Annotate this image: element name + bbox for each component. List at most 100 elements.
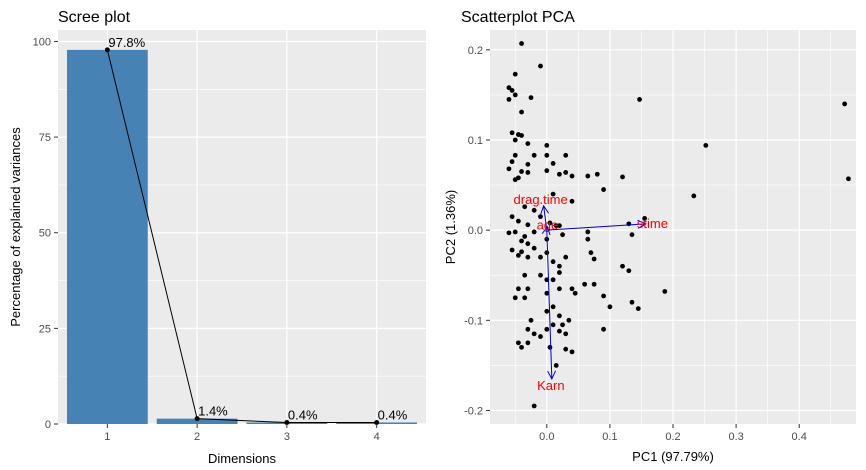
pca-point: [538, 272, 543, 278]
pca-point: [509, 159, 515, 165]
scree-variance-line: [106, 49, 377, 423]
scree-x-tick-label: 3: [284, 431, 290, 443]
pca-point: [515, 253, 521, 258]
pca-point: [569, 173, 575, 179]
pca-point: [585, 236, 591, 242]
pca-point: [522, 204, 528, 210]
pca-point: [512, 295, 518, 301]
scree-y-axis-title: Percentage of explained variances: [8, 127, 23, 327]
pca-point: [563, 170, 569, 175]
pca-point: [544, 143, 550, 148]
scree-bar-1: [66, 49, 148, 424]
pca-point: [515, 340, 521, 346]
pca-point: [550, 191, 556, 197]
pca-point: [607, 304, 613, 310]
pca-gridlines: [490, 30, 856, 424]
pca-point: [547, 344, 553, 350]
pca-point: [594, 171, 600, 177]
pca-y-tick-label: 0.1: [468, 135, 483, 147]
pca-point: [512, 229, 518, 235]
scree-title: Scree plot: [58, 9, 131, 26]
scree-plot: Scree plot 97.8% 1.4% 0.4% 0.4% 1 2 3 4 0 25 50 7…: [8, 9, 426, 466]
pca-point: [544, 168, 550, 174]
scree-bar-2: [156, 418, 238, 424]
pca-point: [509, 130, 515, 136]
pca-point: [563, 346, 569, 352]
pca-point: [506, 85, 512, 91]
pca-point: [560, 322, 565, 328]
pca-point: [522, 234, 528, 239]
pca-point: [519, 109, 524, 115]
pca-point: [585, 229, 591, 235]
pca-point: [525, 340, 531, 346]
pca-point: [569, 349, 575, 355]
scree-y-tick-label: 25: [39, 323, 51, 335]
pca-point: [544, 326, 550, 332]
pca-point: [538, 334, 543, 339]
pca-point: [525, 222, 531, 228]
pca-x-tick-label: 0.0: [539, 431, 554, 443]
pca-point: [525, 170, 531, 175]
pca-y-tick-label: 0.0: [468, 225, 483, 237]
pca-point: [662, 289, 668, 294]
pca-point: [544, 152, 550, 158]
pca-x-tick-label: 0.2: [665, 431, 680, 443]
pca-x-axis-title: PC1 (97.79%): [632, 449, 714, 464]
scree-point-3: [284, 419, 290, 425]
pca-point: [519, 169, 524, 174]
pca-point: [601, 293, 606, 299]
pca-vector-label-stime: stime: [637, 216, 668, 231]
pca-point: [629, 232, 635, 238]
pca-point: [509, 88, 515, 93]
scree-line: [104, 47, 380, 425]
scree-data-label-2: 1.4%: [198, 404, 228, 419]
pca-point: [531, 207, 537, 213]
scree-bars: [66, 49, 418, 424]
pca-point: [553, 362, 559, 368]
pca-point: [547, 220, 553, 226]
pca-point: [846, 176, 851, 182]
pca-point: [557, 313, 562, 319]
scree-y-ticks: 0 25 50 75 100: [33, 36, 58, 431]
pca-point: [550, 277, 556, 283]
pca-scatterplot: Scatterplot PCA drag.time age stime Karn 0.…: [443, 9, 856, 464]
pca-point: [525, 254, 531, 260]
pca-point: [557, 270, 562, 275]
pca-point: [566, 317, 572, 323]
scree-x-ticks: 1 2 3 4: [104, 424, 380, 443]
pca-point: [528, 95, 534, 101]
pca-vector-Karn: [546, 230, 552, 379]
pca-point: [515, 175, 521, 181]
pca-point: [601, 187, 606, 192]
pca-y-axis-title: PC2 (1.36%): [443, 190, 458, 264]
scree-y-tick-label: 50: [39, 228, 51, 240]
pca-point: [563, 254, 569, 260]
pca-points: [506, 41, 851, 409]
pca-point: [550, 259, 556, 265]
pca-point: [557, 223, 562, 229]
scree-point-2: [194, 416, 200, 422]
pca-point: [538, 214, 543, 220]
pca-point: [588, 250, 594, 256]
pca-point: [691, 193, 697, 199]
pca-vector-stime: [546, 224, 646, 231]
scree-y-tick-label: 100: [33, 36, 51, 48]
pca-point: [620, 263, 625, 269]
scree-y-tick-label: 75: [39, 132, 51, 144]
pca-point: [563, 152, 569, 158]
pca-loading-vectors: drag.time age stime Karn: [514, 192, 668, 393]
pca-point: [557, 286, 562, 292]
scree-x-tick-label: 2: [194, 431, 200, 443]
pca-point: [642, 216, 648, 221]
pca-point: [550, 322, 556, 328]
pca-point: [506, 230, 512, 236]
pca-vector-label-age: age: [537, 218, 559, 233]
pca-point: [515, 218, 521, 224]
pca-point: [525, 161, 531, 167]
pca-point: [519, 344, 524, 350]
pca-point: [591, 281, 597, 287]
pca-vector-label-drag-time: drag.time: [514, 192, 568, 207]
pca-point: [531, 403, 537, 409]
pca-point: [509, 247, 515, 253]
pca-point: [560, 232, 565, 238]
